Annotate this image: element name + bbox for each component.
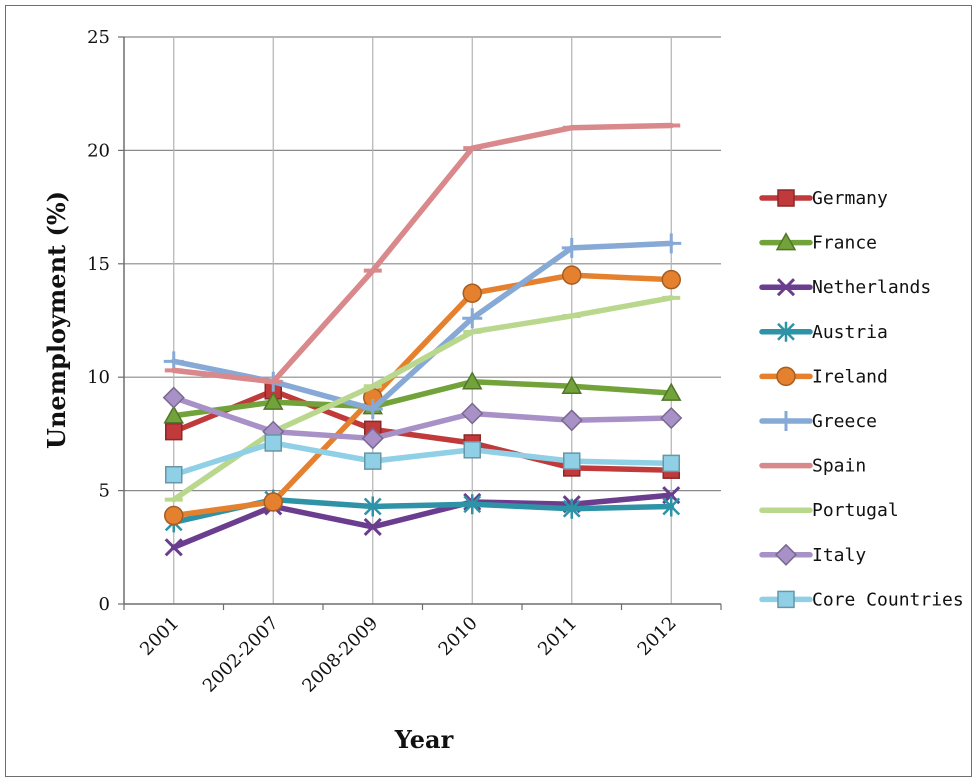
data-point-ireland [661,269,681,290]
data-point-greece [561,237,582,258]
legend-label: Portugal [812,500,899,521]
data-point-italy [162,386,185,409]
data-point-greece [661,233,682,254]
data-point-austria [463,494,482,515]
data-point-greece [462,308,483,329]
legend-label: Spain [812,456,866,477]
data-point-italy [361,427,384,450]
x-tick-label: 2010 [435,613,482,660]
series-austria [164,489,681,533]
series-italy [162,386,683,450]
series-netherlands [164,486,681,557]
legend-label: Core Countries [812,589,964,610]
y-tick-labels: 0 5 10 15 20 25 [87,27,110,615]
data-point-france [461,371,483,390]
legend-item-greece: Greece [759,411,877,432]
data-point-austria [662,496,681,517]
data-point-ireland [164,505,184,526]
data-point-core-countries [264,434,282,452]
legend-marker [776,278,796,297]
legend-marker [774,543,798,566]
data-point-netherlands [363,517,382,536]
data-point-italy [560,409,583,432]
y-axis-title: Unemployment (%) [42,191,71,449]
legend-marker [777,590,795,609]
legend-marker [776,366,796,387]
data-point-greece [362,398,383,419]
series-portugal [164,295,681,503]
series-line-germany [171,388,674,473]
data-point-italy [461,402,484,425]
legend-label: Ireland [812,366,888,387]
y-tick-label: 25 [87,27,110,48]
series-line-greece [171,240,674,412]
legend-label: France [812,233,877,254]
data-point-netherlands [164,538,183,557]
x-axis-title: Year [394,725,454,754]
legend-label: Greece [812,411,877,432]
series-line-portugal [171,295,674,503]
data-point-core-countries [563,452,581,470]
legend-marker [775,232,797,251]
series-spain [164,122,681,385]
data-point-ireland [562,265,582,285]
series-line-netherlands [171,492,674,551]
legend-item-netherlands: Netherlands [759,277,931,298]
series-line-core-countries [171,440,674,478]
data-point-ireland [462,283,482,304]
legend-item-germany: Germany [759,188,888,209]
legend-item-ireland: Ireland [759,366,888,387]
data-point-france [660,382,682,401]
chart-frame [5,5,972,777]
x-tick-label: 2011 [534,613,581,660]
legend-item-core-countries: Core Countries [759,589,964,610]
legend-item-italy: Italy [759,543,866,566]
legend-item-france: France [759,232,877,254]
data-point-austria [363,496,382,517]
legend-marker [777,321,795,342]
legend-item-austria: Austria [759,321,888,343]
series-core-countries [165,434,680,484]
x-tick-label: 2008-2009 [298,613,382,697]
legend-item-portugal: Portugal [759,500,899,521]
data-point-core-countries [463,441,481,459]
y-tick-label: 0 [99,594,110,615]
legend-marker [776,411,796,431]
series-line-france [171,378,674,419]
data-point-france [262,391,284,410]
y-tick-label: 15 [87,254,110,275]
y-tick-label: 5 [99,481,110,502]
x-tick-labels: 2001 2002-2007 2008-2009 2010 2011 2012 [136,613,681,697]
legend-label: Italy [812,545,866,566]
data-point-germany [165,422,183,441]
data-point-france [561,375,583,395]
legend-label: Netherlands [812,277,931,298]
legend: Germany France Netherlands Austria Ireland Gr… [759,188,964,610]
legend-marker [777,189,795,207]
data-point-core-countries [165,465,183,484]
series-line-spain [171,122,674,385]
data-point-italy [660,406,683,430]
data-point-ireland [263,492,283,512]
y-tick-label: 10 [87,367,110,388]
axes [118,36,722,610]
x-tick-label: 2001 [136,613,183,660]
data-point-austria [562,498,581,519]
grid [124,36,721,604]
data-point-france [163,405,185,424]
data-point-core-countries [662,454,680,473]
data-point-core-countries [364,452,382,470]
series-line-italy [171,394,674,442]
legend-label: Austria [812,322,888,343]
legend-label: Germany [812,188,888,209]
series-layer [162,122,683,557]
x-tick-label: 2002-2007 [199,613,283,697]
series-line-ireland [171,272,674,519]
y-tick-label: 20 [87,140,110,161]
x-tick-label: 2012 [634,613,681,660]
legend-item-spain: Spain [759,456,866,477]
